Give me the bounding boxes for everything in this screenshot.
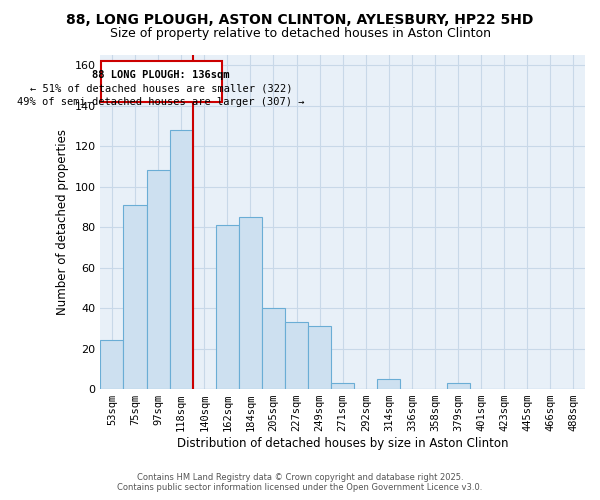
Text: Contains HM Land Registry data © Crown copyright and database right 2025.
Contai: Contains HM Land Registry data © Crown c… bbox=[118, 473, 482, 492]
X-axis label: Distribution of detached houses by size in Aston Clinton: Distribution of detached houses by size … bbox=[177, 437, 508, 450]
Bar bbox=[285, 322, 308, 389]
Text: 88, LONG PLOUGH, ASTON CLINTON, AYLESBURY, HP22 5HD: 88, LONG PLOUGH, ASTON CLINTON, AYLESBUR… bbox=[67, 12, 533, 26]
Text: Size of property relative to detached houses in Aston Clinton: Size of property relative to detached ho… bbox=[110, 28, 491, 40]
Bar bbox=[100, 340, 124, 389]
Text: 49% of semi-detached houses are larger (307) →: 49% of semi-detached houses are larger (… bbox=[17, 96, 305, 106]
Y-axis label: Number of detached properties: Number of detached properties bbox=[56, 129, 69, 315]
Bar bbox=[331, 383, 354, 389]
Bar bbox=[239, 217, 262, 389]
Bar bbox=[377, 379, 400, 389]
Bar bbox=[216, 225, 239, 389]
Text: ← 51% of detached houses are smaller (322): ← 51% of detached houses are smaller (32… bbox=[30, 84, 292, 94]
Bar bbox=[262, 308, 285, 389]
FancyBboxPatch shape bbox=[101, 61, 221, 102]
Bar bbox=[308, 326, 331, 389]
Bar bbox=[170, 130, 193, 389]
Bar bbox=[446, 383, 470, 389]
Bar bbox=[124, 205, 146, 389]
Text: 88 LONG PLOUGH: 136sqm: 88 LONG PLOUGH: 136sqm bbox=[92, 70, 230, 80]
Bar bbox=[146, 170, 170, 389]
